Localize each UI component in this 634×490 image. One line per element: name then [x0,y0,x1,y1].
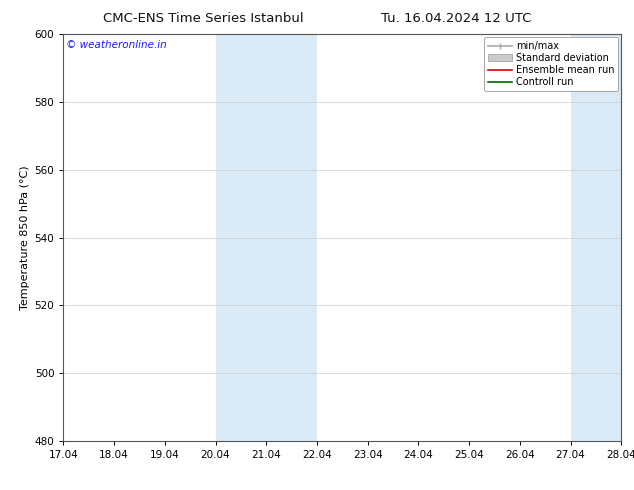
Bar [216,34,317,441]
Text: CMC-ENS Time Series Istanbul: CMC-ENS Time Series Istanbul [103,12,303,25]
Bar [571,34,634,441]
Y-axis label: Temperature 850 hPa (°C): Temperature 850 hPa (°C) [20,165,30,310]
Legend: min/max, Standard deviation, Ensemble mean run, Controll run: min/max, Standard deviation, Ensemble me… [484,37,618,91]
Text: Tu. 16.04.2024 12 UTC: Tu. 16.04.2024 12 UTC [381,12,532,25]
Text: © weatheronline.in: © weatheronline.in [66,40,167,50]
